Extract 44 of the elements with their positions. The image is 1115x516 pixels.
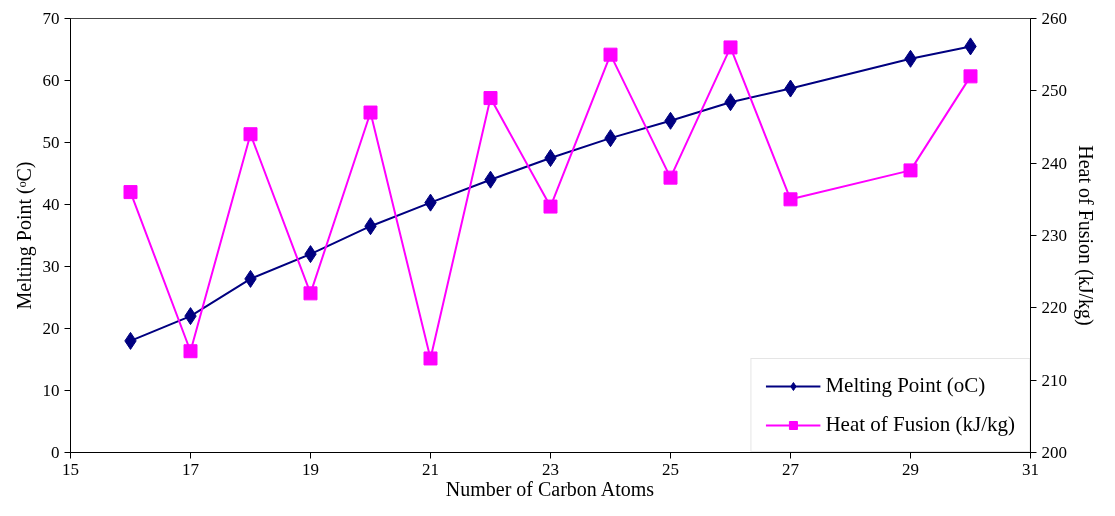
- y2-tick-label: 230: [1041, 226, 1067, 245]
- y2-tick-label: 260: [1041, 9, 1067, 28]
- point: [663, 170, 678, 185]
- legend-label: Melting Point (oC): [825, 373, 986, 398]
- point: [483, 91, 498, 106]
- y2-tick-label: 210: [1041, 370, 1067, 390]
- x-tick-label: 17: [182, 459, 200, 479]
- x-tick-label: 21: [422, 459, 439, 479]
- point: [183, 344, 198, 359]
- y-axis-title: Melting Point (ᵒC): [12, 161, 36, 310]
- point: [303, 286, 318, 301]
- x-tick-label: 19: [302, 459, 319, 479]
- y-tick-label: 20: [42, 319, 60, 338]
- y2-tick-label: 240: [1041, 153, 1067, 173]
- point: [243, 127, 258, 142]
- point: [723, 40, 738, 55]
- y-tick-label: 50: [42, 133, 60, 152]
- legend-label: Heat of Fusion (kJ/kg): [825, 412, 1015, 437]
- point: [963, 69, 978, 84]
- point: [903, 163, 918, 178]
- y-tick-label: 0: [51, 443, 60, 462]
- y2-tick-label: 200: [1041, 443, 1067, 462]
- point: [123, 185, 138, 200]
- point: [363, 105, 378, 120]
- y-tick-label: 40: [42, 195, 60, 214]
- point: [603, 47, 618, 62]
- x-tick-label: 15: [62, 459, 79, 479]
- point: [783, 192, 798, 207]
- x-tick-label: 29: [902, 459, 919, 479]
- y-tick-label: 10: [42, 381, 60, 400]
- y-tick-label: 30: [42, 257, 60, 276]
- y-tick-label: 60: [42, 71, 60, 90]
- y2-tick-label: 220: [1041, 298, 1067, 318]
- x-axis-title: Number of Carbon Atoms: [445, 477, 655, 500]
- x-tick-label: 31: [1022, 459, 1039, 479]
- point: [423, 351, 438, 366]
- y2-axis-title: Heat of Fusion (kJ/kg): [1074, 145, 1097, 326]
- x-tick-label: 27: [782, 459, 800, 479]
- x-tick-label: 23: [542, 459, 559, 479]
- x-tick-label: 25: [662, 459, 679, 479]
- y2-tick-label: 250: [1041, 81, 1067, 101]
- point: [544, 149, 557, 167]
- y-tick-label: 70: [42, 9, 60, 28]
- point: [543, 199, 558, 214]
